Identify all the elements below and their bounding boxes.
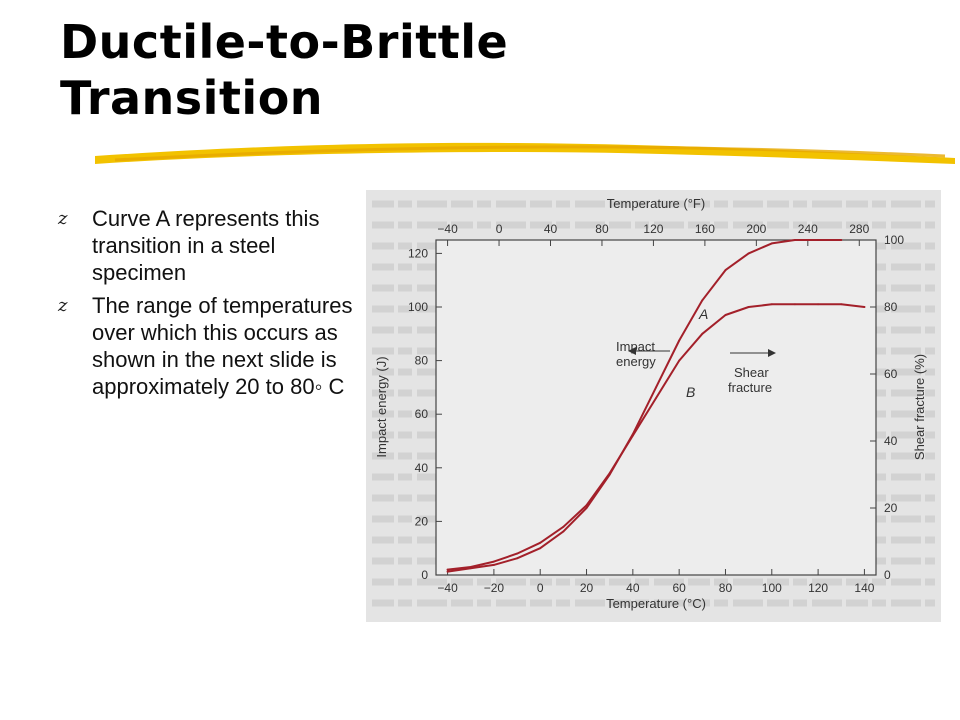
top-tick-label: 40 [544, 222, 558, 236]
shear-arrowhead [768, 349, 776, 357]
top-tick-label: 80 [595, 222, 609, 236]
curve-label-a: A [698, 306, 708, 322]
left-tick-label: 40 [415, 461, 429, 475]
bullet-item: z Curve A represents this transition in … [58, 205, 358, 286]
curve-label-b: B [686, 384, 695, 400]
impact-label-line2: energy [616, 354, 656, 369]
bottom-tick-label: 40 [626, 581, 640, 595]
curve-b-point [747, 252, 750, 255]
bottom-tick-label: 0 [537, 581, 544, 595]
bottom-tick-label: 120 [808, 581, 828, 595]
curve-b-point [840, 239, 843, 241]
curve-b-point [770, 242, 773, 245]
curve-a-point [516, 552, 519, 555]
curve-b [446, 239, 843, 573]
curve-b-point [701, 299, 704, 302]
curve-b-point [724, 269, 727, 272]
curve-a-point [817, 303, 820, 306]
shear-label-line2: fracture [728, 380, 772, 395]
top-tick-label: 120 [643, 222, 663, 236]
top-tick-label: −40 [437, 222, 458, 236]
figure-scan: −40 −20 0 20 40 60 80 100 120 140 −40 0 40 80 120 160 20… [366, 190, 941, 622]
curve-b-point [446, 570, 449, 573]
bullet-text: The range of temperatures over which thi… [92, 293, 353, 399]
curve-b-point [608, 473, 611, 476]
right-tick-label: 80 [884, 300, 898, 314]
highlighter-stroke-edge [114, 145, 946, 162]
curve-a-point [562, 525, 565, 528]
curve-a-point [492, 560, 495, 563]
curve-b-point [492, 563, 495, 566]
right-tick-label: 100 [884, 233, 904, 247]
curve-b-point [516, 557, 519, 560]
curve-a-point [701, 332, 704, 335]
bullet-list: z Curve A represents this transition in … [58, 205, 358, 406]
curve-a-point [724, 314, 727, 316]
bullet-glyph: z [58, 208, 68, 229]
curve-b-point [817, 239, 820, 241]
curve-b-point [539, 547, 542, 550]
top-tick-label: 0 [496, 222, 503, 236]
left-tick-label: 20 [415, 514, 429, 528]
right-axis-label: Shear fracture (%) [912, 354, 927, 460]
curve-a-point [793, 303, 796, 306]
axes-group: −40 −20 0 20 40 60 80 100 120 140 −40 0 40 80 120 160 20… [408, 222, 904, 595]
bottom-tick-label: −20 [484, 581, 505, 595]
bottom-tick-label: 140 [854, 581, 874, 595]
left-tick-label: 60 [415, 407, 429, 421]
left-axis-label: Impact energy (J) [374, 356, 389, 457]
curves-group [446, 239, 866, 573]
top-tick-label: 160 [695, 222, 715, 236]
bottom-tick-label: 100 [762, 581, 782, 595]
curve-a-point [840, 303, 843, 306]
left-tick-label: 120 [408, 246, 428, 260]
curve-a-point [747, 306, 750, 308]
left-tick-label: 80 [415, 354, 429, 368]
transition-chart: −40 −20 0 20 40 60 80 100 120 140 −40 0 40 80 120 160 20… [366, 190, 941, 622]
right-tick-label: 40 [884, 434, 898, 448]
bottom-tick-label: −40 [437, 581, 458, 595]
shear-label-line1: Shear [734, 365, 769, 380]
right-tick-label: 20 [884, 501, 898, 515]
highlighter-stroke-main [95, 142, 955, 164]
top-tick-label: 200 [746, 222, 766, 236]
curve-b-point [562, 530, 565, 533]
curve-a-point [770, 303, 773, 306]
curve-b-point [469, 567, 472, 570]
bullet-glyph: z [58, 295, 68, 316]
slide-title: Ductile-to-Brittle Transition [60, 15, 509, 125]
curve-b-point [585, 507, 588, 509]
curve-b-point [793, 239, 796, 241]
bottom-tick-label: 20 [580, 581, 594, 595]
curve-b-point [655, 386, 657, 389]
curve-a-point [863, 306, 866, 308]
impact-arrowhead [628, 347, 636, 355]
curve-a-point [655, 397, 657, 400]
bullet-text: Curve A represents this transition in a … [92, 206, 320, 285]
top-axis-label: Temperature (°F) [607, 196, 705, 211]
top-tick-label: 240 [798, 222, 818, 236]
bullet-item: z The range of temperatures over which t… [58, 292, 358, 400]
curve-a-point [678, 359, 681, 362]
top-tick-label: 280 [849, 222, 869, 236]
left-tick-label: 100 [408, 300, 428, 314]
curve-b-point [678, 339, 681, 342]
highlighter-stroke [95, 142, 955, 164]
curve-a-point [446, 568, 449, 571]
curve-a-point [539, 541, 542, 544]
plot-area [435, 239, 877, 576]
bottom-tick-label: 60 [672, 581, 686, 595]
bottom-tick-label: 80 [719, 581, 733, 595]
impact-label-line1: Impact [616, 339, 655, 354]
left-tick-label: 0 [421, 568, 428, 582]
right-tick-label: 0 [884, 568, 891, 582]
right-tick-label: 60 [884, 367, 898, 381]
bottom-axis-label: Temperature (°C) [606, 596, 706, 611]
curve-b-point [631, 433, 634, 436]
